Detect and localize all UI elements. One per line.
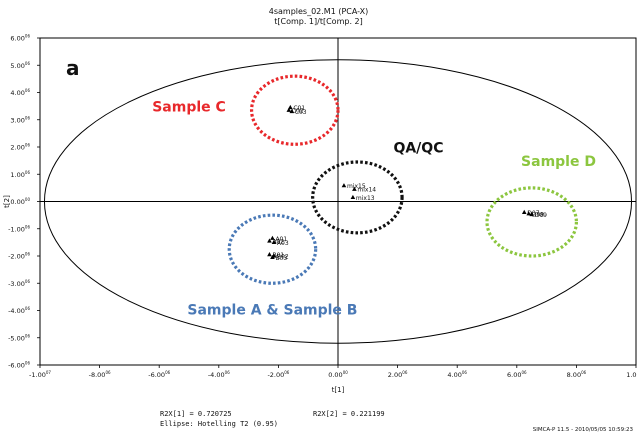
- y-tick-label: -4.0006: [8, 306, 30, 315]
- y-tick-label: -3.0006: [8, 279, 30, 288]
- data-point: [286, 107, 292, 112]
- y-tick-label: 2.0006: [10, 143, 30, 152]
- group-label-sample-d: Sample D: [521, 154, 596, 170]
- r2x-comp2: R2X[2] = 0.221199: [313, 410, 385, 418]
- x-axis-label: t[1]: [332, 386, 345, 394]
- y-tick-label: -2.0006: [8, 252, 30, 261]
- y-tick-label: 3.0006: [10, 115, 30, 124]
- group-circle-qa-qc: [311, 160, 404, 235]
- group-label-sample-c: Sample C: [152, 100, 226, 116]
- x-tick-label: 8.0006: [567, 370, 587, 379]
- point-label: C01: [293, 105, 305, 112]
- plot-subtitle: t[Comp. 1]/t[Comp. 2]: [274, 17, 363, 26]
- point-label: C03: [295, 109, 307, 116]
- data-point: [352, 186, 357, 191]
- r2x-comp1: R2X[1] = 0.720725: [160, 410, 232, 418]
- data-point: [271, 239, 277, 244]
- group-label-qa-qc: QA/QC: [393, 140, 443, 156]
- y-tick-label: -1.0006: [8, 224, 30, 233]
- x-tick-label: -4.0006: [208, 370, 230, 379]
- point-label: D07: [527, 210, 539, 217]
- plot-title: 4samples_02.M1 (PCA-X): [268, 7, 369, 16]
- data-point: [270, 235, 275, 240]
- point-label: A03: [277, 240, 289, 247]
- point-label: A01: [275, 236, 287, 243]
- data-point: [526, 211, 532, 216]
- data-point: [521, 209, 527, 214]
- point-label: D09: [535, 212, 547, 219]
- x-tick-label: 1.0007: [626, 370, 637, 379]
- x-tick-label: 0.0000: [328, 370, 348, 379]
- hotelling-ellipse: [43, 59, 633, 344]
- data-point: [288, 104, 293, 110]
- data-point: [350, 194, 356, 200]
- x-tick-label: -2.0006: [267, 370, 289, 379]
- y-tick-label: 0.0000: [10, 197, 30, 206]
- data-point: [289, 108, 295, 114]
- point-label: B02: [277, 254, 289, 261]
- point-label: B01: [272, 252, 284, 259]
- point-label: C02: [292, 108, 304, 115]
- point-label: mix13: [356, 195, 375, 202]
- point-label: A02: [272, 239, 284, 246]
- ellipse-note: Ellipse: Hotelling T2 (0.95): [160, 420, 279, 428]
- y-tick-label: 6.0006: [10, 34, 30, 43]
- group-label-sample-a-sample-b: Sample A & Sample B: [187, 303, 357, 319]
- y-axis-label: t[2]: [3, 195, 11, 208]
- software-stamp: SIMCA-P 11.5 - 2010/05/05 10:59:23: [532, 427, 633, 433]
- point-label: mix15: [347, 183, 366, 190]
- x-tick-label: 2.0006: [388, 370, 408, 379]
- x-tick-label: -6.0006: [148, 370, 170, 379]
- point-label: B03: [275, 255, 287, 262]
- data-point: [267, 238, 272, 243]
- x-tick-label: -1.0007: [29, 370, 51, 379]
- group-circle-sample-c: [249, 74, 340, 146]
- data-point: [270, 254, 275, 259]
- y-tick-label: -6.0006: [8, 361, 30, 370]
- data-point: [341, 183, 347, 188]
- group-circle-sample-a-sample-b: [227, 213, 318, 285]
- y-tick-label: 5.0006: [10, 61, 30, 70]
- data-point: [529, 211, 534, 217]
- y-tick-label: 4.0006: [10, 88, 30, 97]
- panel-letter: a: [66, 56, 80, 80]
- point-label: D08: [532, 211, 544, 218]
- y-tick-label: 1.0006: [10, 170, 30, 179]
- group-circle-sample-d: [485, 186, 579, 258]
- point-label: mix14: [357, 187, 376, 194]
- x-tick-label: 4.0006: [447, 370, 467, 379]
- x-tick-label: -8.0006: [89, 370, 111, 379]
- data-point: [267, 252, 272, 257]
- y-tick-label: -5.0006: [8, 333, 30, 342]
- x-tick-label: 6.0006: [507, 370, 527, 379]
